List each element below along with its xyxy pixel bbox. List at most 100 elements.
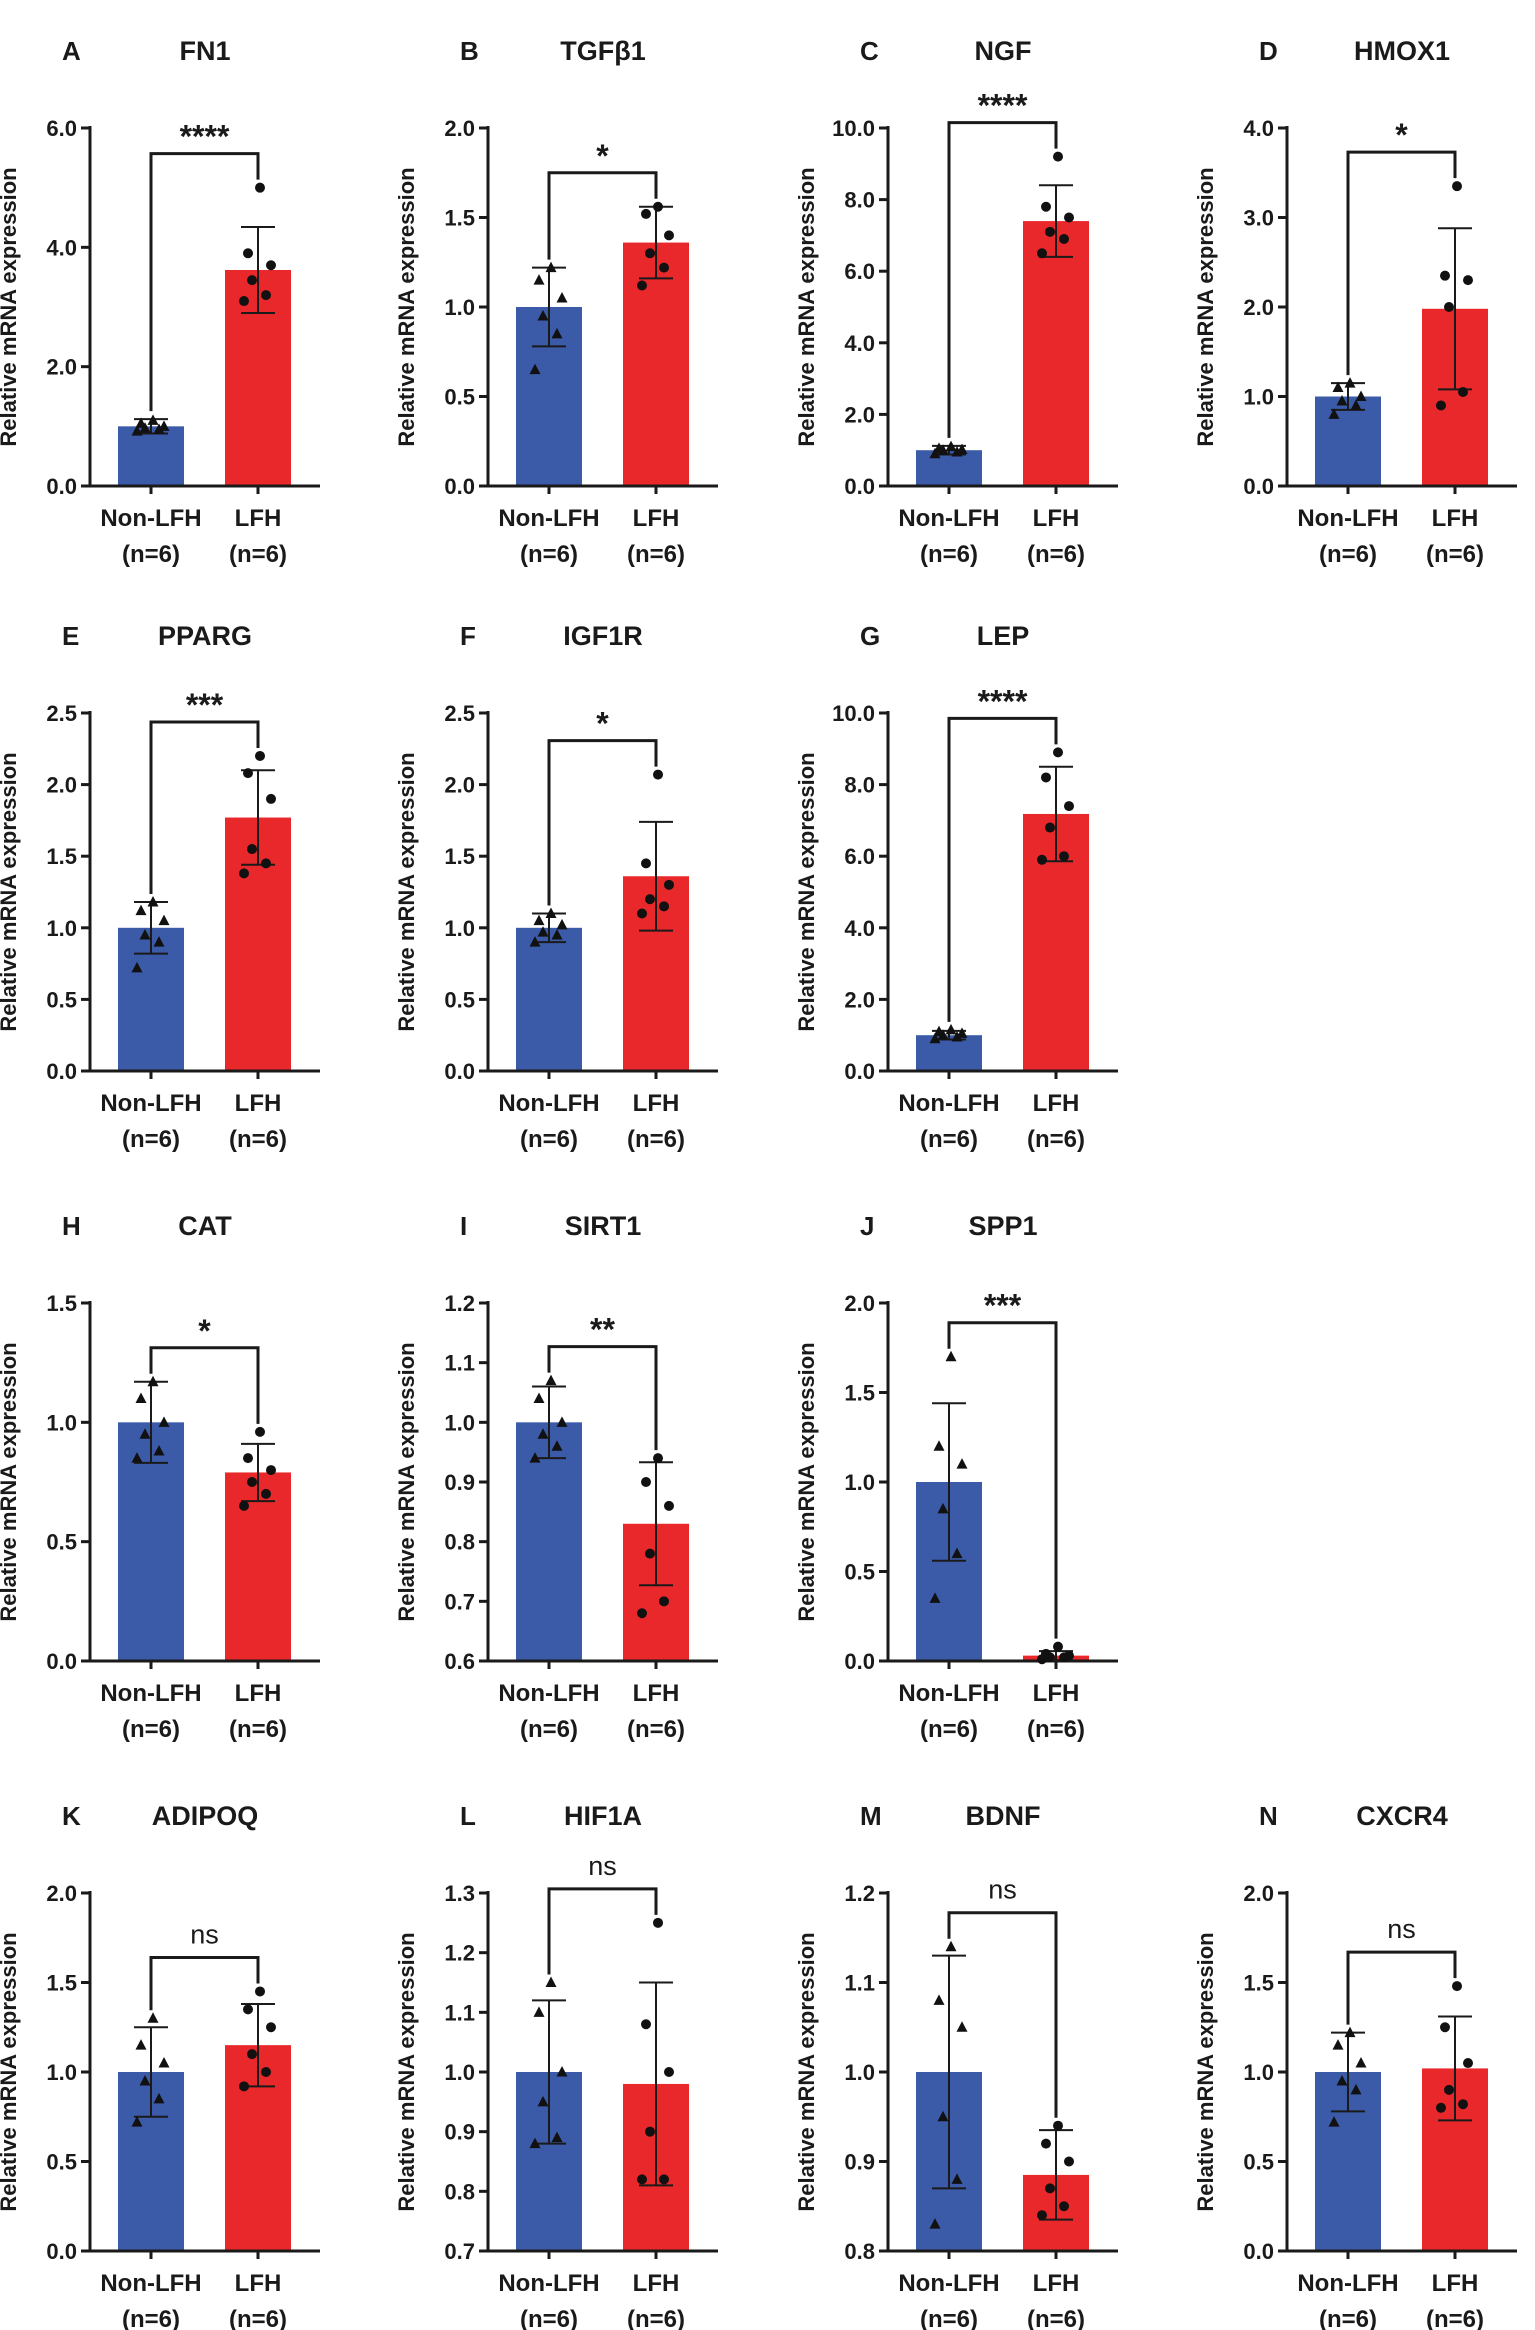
data-point-circle	[1037, 854, 1047, 865]
x-category-label: Non-LFH	[100, 2270, 201, 2297]
data-point-triangle	[139, 2074, 151, 2086]
data-point-triangle	[537, 1428, 549, 1439]
bar-lfh	[225, 1472, 291, 1661]
data-point-circle	[1440, 2022, 1450, 2033]
data-point-circle	[645, 248, 655, 259]
data-point-circle	[641, 1477, 651, 1487]
panel-letter: F	[460, 621, 476, 651]
data-point-circle	[247, 844, 257, 855]
data-point-triangle	[153, 2092, 165, 2104]
chart-panel-e: E PPARG Relative mRNA expression 0.0 0.5 1.0 1…	[0, 621, 320, 1153]
data-point-triangle	[556, 918, 568, 930]
sample-size-label: (n=6)	[920, 1126, 978, 1153]
data-point-circle	[637, 1608, 647, 1619]
y-tick-label: 0.0	[46, 474, 77, 499]
y-tick-label: 0.0	[844, 1059, 875, 1084]
significance-bracket	[149, 1346, 260, 1424]
y-tick-label: 1.0	[444, 295, 475, 320]
chart-panel-i: I SIRT1 Relative mRNA expression 0.6 0.7 0.8 0…	[394, 1211, 718, 1743]
data-point-triangle	[1355, 2057, 1367, 2068]
data-point-triangle	[945, 1023, 957, 1035]
data-point-triangle	[545, 907, 557, 918]
x-category-label: LFH	[633, 505, 680, 532]
sample-size-label: (n=6)	[229, 541, 287, 568]
data-point-circle	[239, 296, 249, 307]
data-point-triangle	[551, 1440, 563, 1451]
y-tick-label: 1.1	[844, 1971, 875, 1996]
data-point-triangle	[537, 926, 549, 937]
data-point-triangle	[956, 443, 968, 454]
sample-size-label: (n=6)	[520, 1716, 578, 1743]
sample-size-label: (n=6)	[627, 2306, 685, 2330]
y-axis-label: Relative mRNA expression	[1193, 167, 1218, 446]
x-category-label: LFH	[633, 1680, 680, 1707]
y-tick-label: 2.0	[46, 1881, 77, 1906]
x-category-label: Non-LFH	[898, 1680, 999, 1707]
data-point-triangle	[537, 309, 549, 321]
panel-letter: A	[62, 36, 81, 66]
x-category-label: Non-LFH	[100, 1090, 201, 1117]
y-tick-label: 1.1	[444, 2000, 475, 2025]
chart-title: FN1	[179, 36, 230, 66]
chart-title: BDNF	[966, 1801, 1041, 1831]
y-tick-label: 1.0	[46, 2060, 77, 2085]
data-point-circle	[1037, 248, 1047, 259]
data-point-circle	[243, 1453, 253, 1464]
y-axis-label: Relative mRNA expression	[394, 1342, 419, 1621]
data-point-triangle	[933, 1994, 945, 2005]
x-category-label: LFH	[235, 2270, 282, 2297]
y-tick-label: 0.0	[1243, 2239, 1274, 2264]
y-tick-label: 0.5	[444, 987, 475, 1012]
sample-size-label: (n=6)	[229, 1126, 287, 1153]
y-tick-label: 4.0	[844, 916, 875, 941]
data-point-circle	[637, 280, 647, 291]
data-point-circle	[1444, 302, 1454, 312]
y-tick-label: 0.0	[1243, 474, 1274, 499]
data-point-circle	[1045, 822, 1055, 833]
data-point-circle	[266, 2022, 276, 2033]
data-point-triangle	[929, 447, 941, 459]
data-point-triangle	[135, 904, 147, 916]
data-point-circle	[1436, 400, 1446, 411]
chart-panel-c: C NGF Relative mRNA expression 0.0 2.0 4.0 6.0…	[794, 36, 1118, 568]
y-tick-label: 0.0	[46, 1059, 77, 1084]
data-point-triangle	[131, 425, 143, 436]
sample-size-label: (n=6)	[1426, 541, 1484, 568]
data-point-circle	[641, 208, 651, 219]
y-axis-label: Relative mRNA expression	[794, 752, 819, 1031]
data-point-triangle	[529, 1452, 541, 1463]
x-category-label: LFH	[1033, 1090, 1080, 1117]
data-point-circle	[239, 2081, 249, 2092]
y-axis-label: Relative mRNA expression	[394, 752, 419, 1031]
data-point-triangle	[135, 2039, 147, 2050]
data-point-triangle	[533, 914, 545, 926]
significance-bracket	[547, 1345, 658, 1451]
data-point-triangle	[951, 1030, 963, 1042]
data-point-circle	[1064, 1650, 1074, 1661]
data-point-triangle	[945, 1940, 957, 1952]
sample-size-label: (n=6)	[122, 2306, 180, 2330]
panel-letter: H	[62, 1211, 81, 1241]
data-point-circle	[659, 262, 669, 273]
chart-panel-a: A FN1 Relative mRNA expression 0.0 2.0 4.0 6.0…	[0, 36, 320, 568]
sample-size-label: (n=6)	[229, 2306, 287, 2330]
y-tick-label: 1.0	[844, 1470, 875, 1495]
significance-bracket	[1346, 150, 1457, 376]
sample-size-label: (n=6)	[627, 541, 685, 568]
y-tick-label: 0.9	[844, 2150, 875, 2175]
data-point-circle	[664, 230, 674, 241]
data-point-triangle	[929, 2218, 941, 2229]
y-tick-label: 1.5	[46, 1291, 77, 1316]
x-category-label: Non-LFH	[1297, 505, 1398, 532]
x-category-label: Non-LFH	[498, 1090, 599, 1117]
significance-label: ns	[190, 1919, 219, 1949]
y-tick-label: 1.3	[444, 1881, 475, 1906]
y-tick-label: 0.6	[444, 1649, 475, 1674]
data-point-circle	[1053, 1641, 1063, 1652]
y-tick-label: 0.8	[444, 2179, 475, 2204]
significance-bracket	[149, 720, 260, 895]
y-tick-label: 1.0	[46, 1410, 77, 1435]
x-category-label: Non-LFH	[898, 2270, 999, 2297]
significance-label: ns	[1387, 1914, 1416, 1944]
significance-bracket	[947, 716, 1058, 1022]
